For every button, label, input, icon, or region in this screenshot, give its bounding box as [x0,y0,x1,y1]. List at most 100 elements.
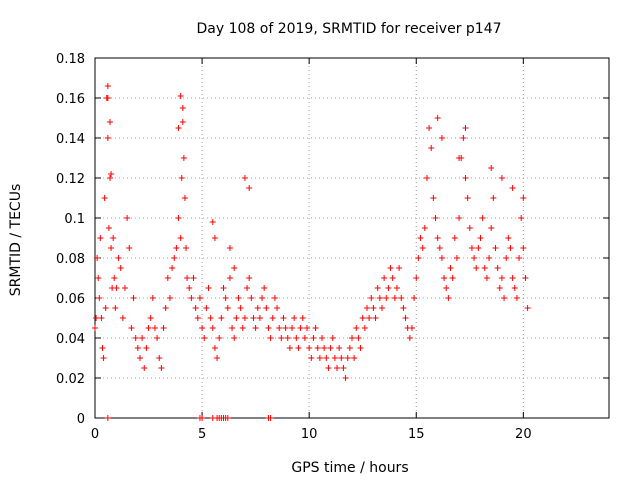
data-point [98,315,105,321]
data-point [263,305,270,311]
data-point [368,295,375,301]
data-point [438,135,445,141]
data-point [241,175,248,181]
data-point [211,345,218,351]
data-point [295,345,302,351]
y-axis-label: SRMTID / TECUs [8,184,24,297]
data-point [250,315,257,321]
data-point [396,265,403,271]
data-point [432,215,439,221]
data-point [214,355,221,361]
data-point [291,315,298,321]
data-point [216,335,223,341]
data-point [111,275,118,281]
data-point [269,315,276,321]
data-point [498,275,505,281]
data-point [402,315,409,321]
y-tick-label: 0.14 [56,132,85,147]
data-point [471,255,478,261]
data-point [363,305,370,311]
data-point [466,225,473,231]
data-point [338,355,345,361]
data-point [226,245,233,251]
data-point [175,125,182,131]
data-point [408,325,415,331]
data-point [235,295,242,301]
data-point [173,245,180,251]
x-tick-label: 5 [198,427,206,442]
data-point [297,325,304,331]
data-point [481,265,488,271]
data-point [166,295,173,301]
data-point [447,265,454,271]
data-point [143,345,150,351]
data-point [336,345,343,351]
data-point [434,235,441,241]
data-point [415,255,422,261]
data-point [106,119,113,125]
data-point [391,295,398,301]
data-point [299,315,306,321]
data-point [385,285,392,291]
data-point [274,305,281,311]
data-point [99,345,106,351]
data-point [389,275,396,281]
data-point [280,315,287,321]
data-point [331,355,338,361]
data-point [284,335,291,341]
data-point [104,83,111,89]
x-axis-label: GPS time / hours [291,460,408,476]
data-point [211,235,218,241]
data-point [244,285,251,291]
data-point [110,235,117,241]
y-tick-label: 0.02 [56,372,85,387]
chart-title: Day 108 of 2019, SRMTID for receiver p14… [196,21,501,37]
y-tick-label: 0.06 [56,292,85,307]
data-point [188,295,195,301]
data-point [498,175,505,181]
data-point [147,315,154,321]
data-point [507,245,514,251]
data-point [312,325,319,331]
data-point [393,285,400,291]
data-point [456,215,463,221]
data-point [104,135,111,141]
data-point [231,335,238,341]
data-point [383,295,390,301]
data-point [220,285,227,291]
data-point [398,295,405,301]
data-point [239,325,246,331]
data-point [494,265,501,271]
data-point [323,355,330,361]
data-point [92,325,98,331]
data-point [104,95,111,101]
data-point [158,365,165,371]
data-point [130,295,137,301]
data-point [490,195,497,201]
data-point [192,305,199,311]
data-point [310,335,317,341]
data-point [104,415,111,421]
data-point [237,305,244,311]
data-point [475,245,482,251]
data-point [321,345,328,351]
data-point [351,355,358,361]
data-point [246,185,253,191]
data-point [139,335,146,341]
data-point [199,415,206,421]
data-point [436,245,443,251]
data-point [134,345,141,351]
grid [95,58,609,418]
data-point [256,315,263,321]
data-point [175,215,182,221]
data-point [259,295,266,301]
data-point [370,305,377,311]
data-point [141,365,148,371]
data-point [319,335,326,341]
data-point [282,325,289,331]
data-point [278,335,285,341]
data-point [169,265,176,271]
data-point [378,305,385,311]
data-point [293,335,300,341]
